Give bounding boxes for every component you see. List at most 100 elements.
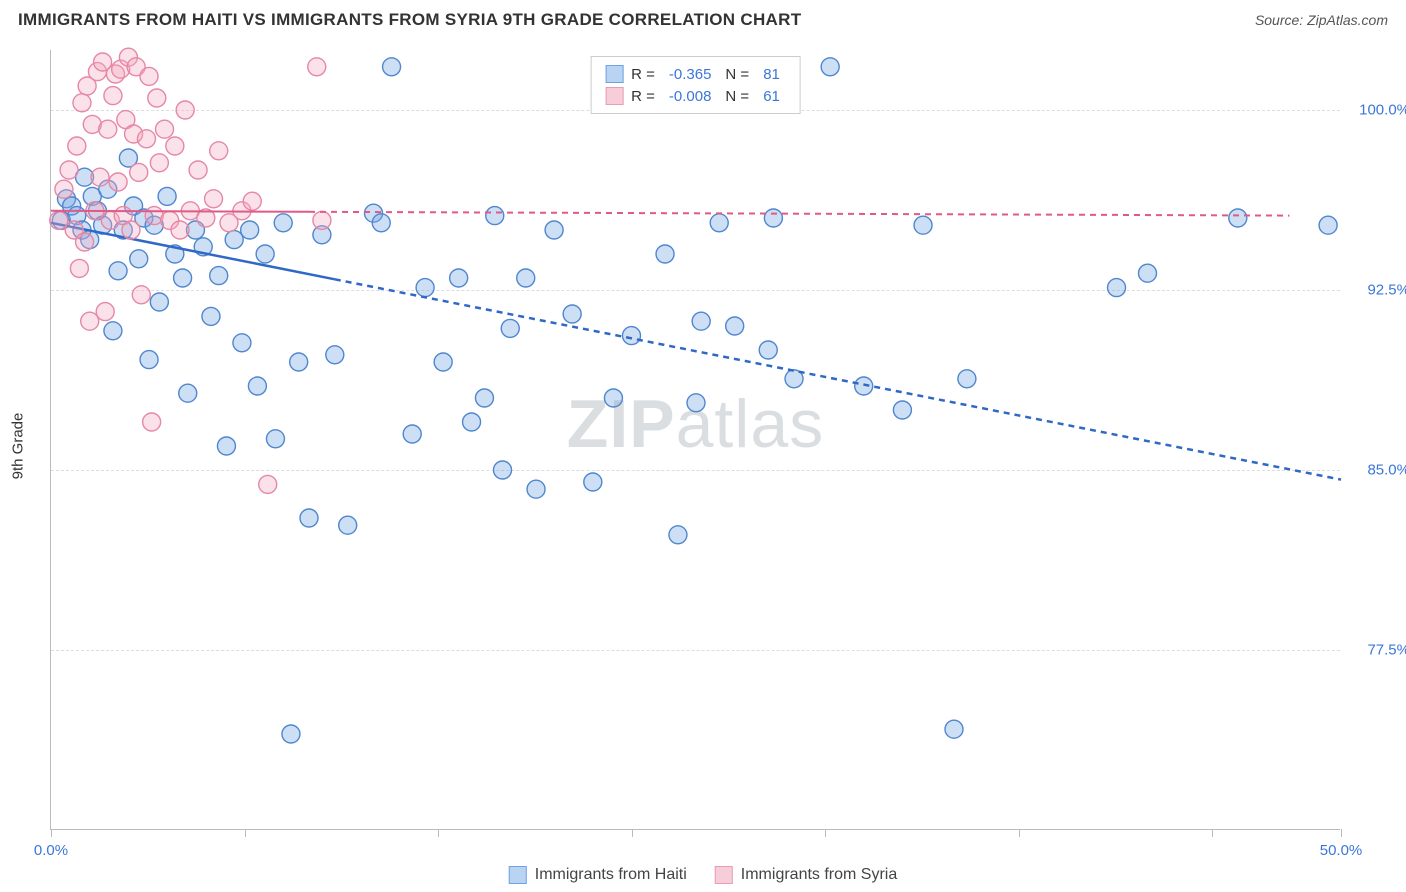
x-tick-mark [438,829,439,837]
point-syria [55,180,73,198]
legend-series: Immigrants from Haiti Immigrants from Sy… [509,866,898,884]
point-syria [143,413,161,431]
point-haiti [710,214,728,232]
point-haiti [109,262,127,280]
point-haiti [494,461,512,479]
point-syria [70,259,88,277]
point-haiti [326,346,344,364]
x-tick-mark [245,829,246,837]
point-haiti [893,401,911,419]
point-haiti [217,437,235,455]
point-haiti [1229,209,1247,227]
point-syria [50,211,68,229]
point-haiti [290,353,308,371]
point-syria [243,192,261,210]
x-tick-mark [825,829,826,837]
point-haiti [759,341,777,359]
legend-label-haiti: Immigrants from Haiti [535,866,687,884]
point-syria [132,286,150,304]
point-haiti [150,293,168,311]
point-haiti [821,58,839,76]
point-haiti [434,353,452,371]
point-haiti [604,389,622,407]
point-haiti [339,516,357,534]
y-tick-label: 85.0% [1350,462,1406,479]
point-syria [166,137,184,155]
point-syria [76,233,94,251]
point-syria [104,87,122,105]
point-haiti [475,389,493,407]
legend-label-syria: Immigrants from Syria [741,866,897,884]
point-haiti [692,312,710,330]
point-syria [171,221,189,239]
swatch-haiti [605,65,623,83]
point-haiti [256,245,274,263]
point-haiti [140,351,158,369]
y-tick-label: 100.0% [1350,102,1406,119]
point-haiti [584,473,602,491]
x-tick-mark [632,829,633,837]
legend-row-haiti: R = -0.365 N = 81 [605,63,786,85]
swatch-syria [605,87,623,105]
point-haiti [1319,216,1337,234]
source-label: Source: ZipAtlas.com [1255,12,1388,28]
chart-title: IMMIGRANTS FROM HAITI VS IMMIGRANTS FROM… [18,10,801,30]
point-syria [91,168,109,186]
point-haiti [210,267,228,285]
point-syria [140,67,158,85]
trend-line-solid [51,211,309,212]
point-haiti [527,480,545,498]
point-haiti [282,725,300,743]
point-haiti [545,221,563,239]
point-haiti [130,250,148,268]
point-syria [189,161,207,179]
point-haiti [958,370,976,388]
point-haiti [486,207,504,225]
point-syria [313,211,331,229]
point-haiti [501,319,519,337]
swatch-haiti-bottom [509,866,527,884]
point-haiti [233,334,251,352]
point-syria [73,94,91,112]
legend-correlation: R = -0.365 N = 81 R = -0.008 N = 61 [590,56,801,114]
r-value-haiti: -0.365 [663,66,718,83]
x-tick-mark [51,829,52,837]
point-haiti [225,231,243,249]
n-value-haiti: 81 [757,66,786,83]
chart-area: ZIPatlas R = -0.365 N = 81 R = -0.008 N … [50,50,1340,830]
point-haiti [945,720,963,738]
x-tick-label: 50.0% [1320,842,1363,859]
point-haiti [383,58,401,76]
point-syria [176,101,194,119]
point-haiti [174,269,192,287]
point-haiti [764,209,782,227]
point-haiti [104,322,122,340]
point-syria [210,142,228,160]
x-tick-mark [1341,829,1342,837]
point-syria [81,312,99,330]
y-tick-label: 92.5% [1350,282,1406,299]
legend-item-syria: Immigrants from Syria [715,866,897,884]
point-haiti [179,384,197,402]
legend-row-syria: R = -0.008 N = 61 [605,85,786,107]
point-haiti [656,245,674,263]
point-haiti [669,526,687,544]
point-haiti [248,377,266,395]
point-haiti [241,221,259,239]
point-haiti [266,430,284,448]
swatch-syria-bottom [715,866,733,884]
point-haiti [914,216,932,234]
point-haiti [274,214,292,232]
point-haiti [1139,264,1157,282]
point-syria [68,137,86,155]
point-syria [259,475,277,493]
point-syria [99,120,117,138]
point-haiti [463,413,481,431]
x-tick-mark [1019,829,1020,837]
point-syria [130,163,148,181]
point-haiti [416,279,434,297]
point-haiti [158,187,176,205]
point-haiti [1108,279,1126,297]
trend-line-dashed [335,279,1341,479]
point-haiti [517,269,535,287]
